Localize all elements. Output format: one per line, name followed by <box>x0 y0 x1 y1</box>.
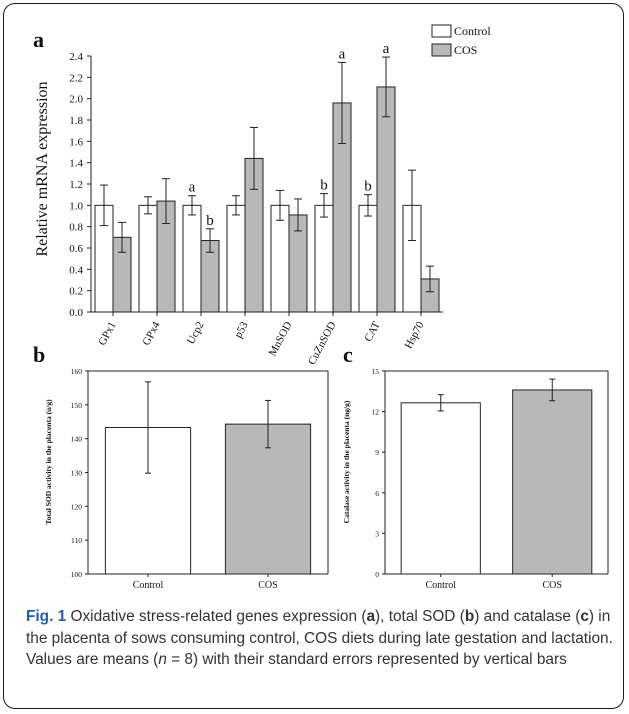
legend-control-label: Control <box>454 24 491 38</box>
panel-b-y-tick-label: 100 <box>71 570 83 579</box>
figure-caption: Fig. 1 Oxidative stress-related genes ex… <box>26 606 616 671</box>
panel-c-y-tick-label: 9 <box>375 448 379 457</box>
caption-text-4: ) in the placenta of sows consuming cont… <box>26 608 613 668</box>
panel-a-legend: Control COS <box>431 24 491 57</box>
legend-cos-label: COS <box>454 43 477 57</box>
caption-n-symbol: n <box>158 651 167 668</box>
panel-a-bar-cat-control <box>358 204 378 313</box>
panel-a-y-tick-label: 1.2 <box>69 179 83 191</box>
panel-a-x-tick-label: p53 <box>232 319 251 340</box>
panel-a-y-tick-label: 1.0 <box>69 200 83 212</box>
caption-ref-a: a <box>366 608 376 625</box>
panel-a-x-tick-label: GPx4 <box>140 319 163 347</box>
caption-text-5: = 8) with their standard errors represen… <box>166 651 567 668</box>
panel-c-chart: c Catalase activity in the placenta (ng/… <box>342 342 609 591</box>
panel-a-bar-cat-cos <box>376 86 396 313</box>
panel-a-y-tick-label: 0.2 <box>69 286 83 298</box>
caption-text-3: ) and catalase ( <box>474 608 581 625</box>
panel-a-bar-gpx4-control <box>138 204 158 313</box>
figure-frame: a Relative mRNA expression GPx1 GPx4 Ucp2 p… <box>3 3 624 709</box>
panel-a-y-tick-label: 1.8 <box>69 115 83 127</box>
panel-c-y-axis-label: Catalase activity in the placenta (ng/g) <box>342 400 351 523</box>
panel-c-y-tick-label: 0 <box>375 570 379 579</box>
panel-a-bar-p53-control <box>226 204 246 313</box>
panel-a-significance-letters: a b b a b a <box>189 41 390 229</box>
panel-a-label: a <box>33 27 44 52</box>
panel-a-y-tick-label: 0.6 <box>69 243 83 255</box>
panel-c-x-tick-labels: Control COS <box>425 580 562 591</box>
panel-c-bar-control <box>400 402 481 575</box>
panel-b-bars <box>104 381 312 575</box>
panel-a-y-tick-labels: 0.0 0.2 0.4 0.6 0.8 1.0 1.2 1.4 1.6 1.8 2.0 2.2 2.4 <box>69 51 83 319</box>
figure-number-label: Fig. 1 <box>26 608 67 625</box>
panel-a-y-tick-label: 2.4 <box>69 51 83 63</box>
panel-a-y-tick-label: 0.0 <box>69 307 83 319</box>
panel-a-letter-cat-cos: a <box>383 41 390 57</box>
panel-b-y-tick-label: 140 <box>71 435 83 444</box>
panel-a-y-tick-label: 2.0 <box>69 94 83 106</box>
panel-a-x-tick-label: MnSOD <box>267 320 295 359</box>
panel-a-x-tick-label: Ucp2 <box>185 320 207 347</box>
panel-b-y-axis-label: Total SOD activity in the placenta (u/g) <box>44 399 53 525</box>
figure-chart-area: a Relative mRNA expression GPx1 GPx4 Ucp2 p… <box>33 24 609 591</box>
panel-b-x-tick-labels: Control COS <box>133 580 278 591</box>
panel-c-y-tick-label: 6 <box>375 489 379 498</box>
panel-c-label: c <box>343 342 353 367</box>
panel-a-x-tick-labels: GPx1 GPx4 Ucp2 p53 MnSOD CuZnSOD CAT Hsp70 <box>96 319 427 367</box>
panel-c-bars <box>400 378 593 575</box>
panel-a-x-tick-label: Hsp70 <box>403 319 427 350</box>
panel-a-letter-cuznsod-control: b <box>320 178 328 194</box>
panel-c-y-tick-label: 3 <box>375 529 379 538</box>
panel-b-x-tick-label: COS <box>258 580 277 591</box>
legend-cos-swatch <box>431 43 452 57</box>
caption-text-2: ), total SOD ( <box>375 608 465 625</box>
panel-c-x-tick-label: Control <box>425 580 456 591</box>
panel-a-y-tick-label: 2.2 <box>69 72 83 84</box>
panel-a-y-tick-label: 0.8 <box>69 222 83 234</box>
panel-b-y-tick-label: 110 <box>71 536 82 545</box>
panel-b-y-tick-labels: 100 110 120 130 140 150 160 <box>71 367 83 579</box>
panel-b-y-tick-label: 120 <box>71 502 83 511</box>
panel-b-label: b <box>33 342 45 367</box>
panel-a-x-tick-label: GPx1 <box>96 320 118 348</box>
panel-a-y-tick-label: 1.4 <box>69 158 83 170</box>
panel-a-letter-ucp2-control: a <box>189 180 196 196</box>
panel-c-y-tick-label: 15 <box>372 367 380 376</box>
panel-a-y-axis-label: Relative mRNA expression <box>34 81 51 256</box>
panel-c-bar-cos <box>512 389 593 575</box>
legend-control-swatch <box>431 24 452 38</box>
caption-ref-b: b <box>464 608 475 625</box>
panel-a-bar-cuznsod-control <box>314 204 334 313</box>
panel-a-letter-cat-control: b <box>364 179 372 195</box>
panel-b-y-tick-label: 150 <box>71 401 83 410</box>
panel-c-x-tick-label: COS <box>543 580 562 591</box>
panel-a-x-tick-label: CAT <box>362 320 382 344</box>
caption-ref-c: c <box>580 608 589 625</box>
panel-a-letter-ucp2-cos: b <box>206 213 214 229</box>
panel-b-y-tick-label: 130 <box>71 469 83 478</box>
panel-a-x-tick-label: CuZnSOD <box>306 320 339 367</box>
panel-b-x-tick-label: Control <box>133 580 164 591</box>
panel-a-bar-mnsod-control <box>270 204 290 313</box>
panel-a-letter-cuznsod-cos: a <box>339 46 346 62</box>
panel-a-bars <box>94 56 440 313</box>
panel-a-y-tick-label: 1.6 <box>69 136 83 148</box>
panel-a-chart: a Relative mRNA expression GPx1 GPx4 Ucp2 p… <box>33 24 491 367</box>
panel-c-y-tick-labels: 0 3 6 9 12 15 <box>372 367 380 579</box>
panel-a-bar-ucp2-control <box>182 204 202 313</box>
caption-text-1: Oxidative stress-related genes expressio… <box>66 608 367 625</box>
panel-b-y-tick-label: 160 <box>71 367 83 376</box>
panel-a-y-tick-label: 0.4 <box>69 264 83 276</box>
panel-b-bar-cos <box>224 423 312 575</box>
panel-b-chart: b Total SOD activity in the placenta (u/… <box>33 342 329 591</box>
panel-c-y-tick-label: 12 <box>372 408 380 417</box>
